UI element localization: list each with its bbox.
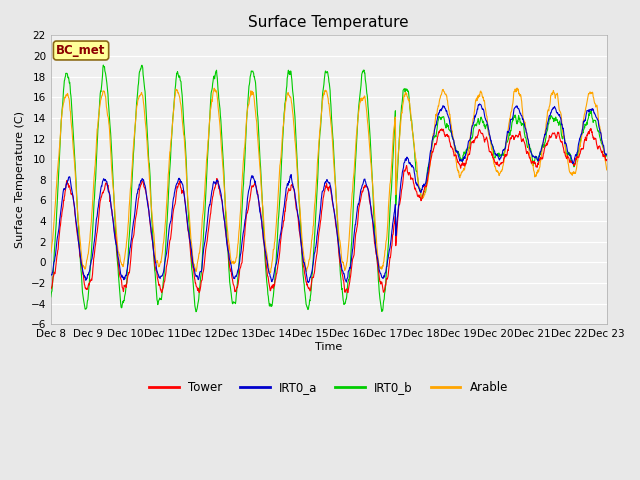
- Title: Surface Temperature: Surface Temperature: [248, 15, 409, 30]
- Y-axis label: Surface Temperature (C): Surface Temperature (C): [15, 111, 25, 248]
- Legend: Tower, IRT0_a, IRT0_b, Arable: Tower, IRT0_a, IRT0_b, Arable: [145, 377, 513, 399]
- X-axis label: Time: Time: [315, 342, 342, 352]
- Text: BC_met: BC_met: [56, 44, 106, 57]
